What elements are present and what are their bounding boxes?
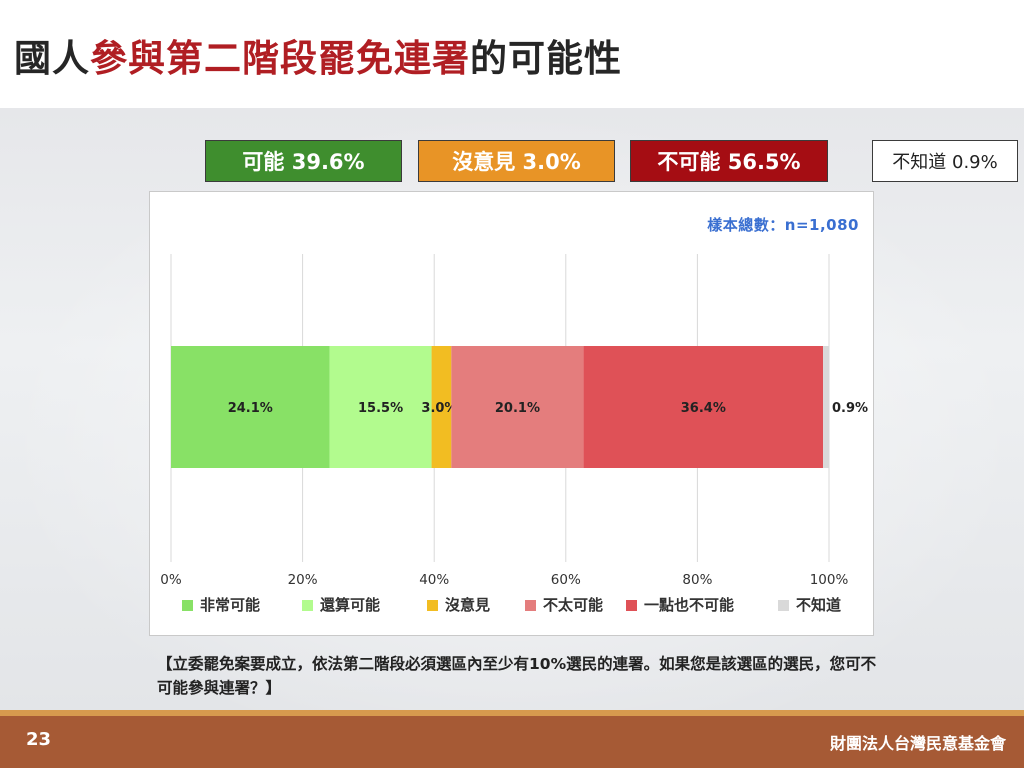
chart-card: 樣本總數：n=1,080 0% 20% 40% 60% 80% 100% 24.1% 15.5… (149, 191, 874, 636)
data-label: 36.4% (681, 401, 726, 416)
legend-label: 非常可能 (200, 596, 260, 614)
legend-swatch (182, 600, 193, 611)
legend-swatch (525, 600, 536, 611)
title-suffix: 的可能性 (470, 37, 622, 80)
summary-impossible-box: 不可能 56.5% (630, 140, 828, 182)
x-tick-label: 60% (551, 572, 581, 588)
x-tick-label: 80% (682, 572, 712, 588)
data-label: 20.1% (495, 401, 540, 416)
bar-segment (583, 346, 824, 468)
page-number: 23 (26, 729, 52, 750)
legend-label: 還算可能 (320, 596, 380, 614)
legend-label: 不知道 (796, 596, 841, 614)
sample-size-note: 樣本總數：n=1,080 (707, 216, 859, 234)
summary-possible-box: 可能 39.6% (205, 140, 402, 182)
organization-name: 財團法人台灣民意基金會 (829, 734, 1006, 753)
data-label: 24.1% (228, 401, 273, 416)
x-tick-label: 0% (160, 572, 182, 588)
legend-label: 一點也不可能 (644, 596, 734, 614)
summary-no-opinion-box: 沒意見 3.0% (418, 140, 615, 182)
bar-segment (431, 346, 452, 468)
bar-segment (823, 346, 829, 468)
data-label: 15.5% (358, 401, 403, 416)
x-tick-label: 40% (419, 572, 449, 588)
survey-question: 【立委罷免案要成立，依法第二階段必須選區內至少有10%選民的連署。如果您是該選區… (157, 655, 877, 697)
data-label: 0.9% (832, 401, 868, 416)
summary-unknown-box: 不知道 0.9% (872, 140, 1018, 182)
x-tick-label: 20% (288, 572, 318, 588)
bar-segment (451, 346, 584, 468)
legend-label: 不太可能 (543, 596, 603, 614)
data-label: 3.0% (421, 401, 457, 416)
title-highlight: 參與第二階段罷免連署 (90, 37, 470, 80)
stacked-bar-chart: 0% 20% 40% 60% 80% 100% 24.1% 15.5% 3.0% 20.1% 36.… (160, 254, 868, 614)
footer-bar: 23 財團法人台灣民意基金會 (0, 710, 1024, 768)
legend-swatch (778, 600, 789, 611)
bar-segment (329, 346, 432, 468)
legend-swatch (626, 600, 637, 611)
legend-swatch (427, 600, 438, 611)
slide-title: 國人參與第二階段罷免連署的可能性 (14, 28, 622, 82)
x-tick-label: 100% (810, 572, 849, 588)
title-prefix: 國人 (14, 37, 90, 80)
legend-swatch (302, 600, 313, 611)
bar-segment (171, 346, 330, 468)
legend-label: 沒意見 (445, 596, 490, 614)
